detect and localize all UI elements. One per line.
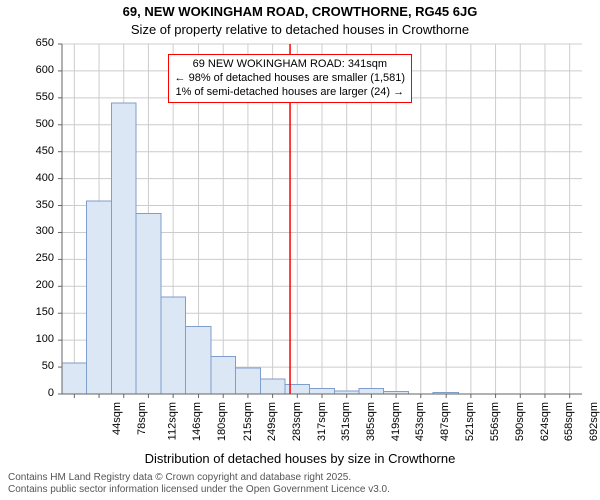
x-tick-label: 453sqm [415, 402, 427, 441]
x-tick-label: 521sqm [464, 402, 476, 441]
chart-title-line2: Size of property relative to detached ho… [0, 22, 600, 37]
x-tick-label: 658sqm [563, 402, 575, 441]
x-tick-label: 317sqm [316, 402, 328, 441]
annotation-line2: ← 98% of detached houses are smaller (1,… [175, 72, 406, 86]
x-tick-label: 112sqm [166, 402, 178, 440]
x-tick-label: 385sqm [365, 402, 377, 441]
annotation-box: 69 NEW WOKINGHAM ROAD: 341sqm ← 98% of d… [168, 54, 413, 103]
x-tick-label: 419sqm [390, 402, 402, 441]
y-tick-label: 600 [0, 64, 54, 76]
x-tick-label: 180sqm [216, 402, 228, 441]
y-tick-label: 150 [0, 306, 54, 318]
y-tick-label: 500 [0, 118, 54, 130]
footer: Contains HM Land Registry data © Crown c… [8, 472, 592, 496]
chart-container: 69, NEW WOKINGHAM ROAD, CROWTHORNE, RG45… [0, 0, 600, 500]
y-tick-label: 200 [0, 279, 54, 291]
bar [136, 214, 161, 394]
x-tick-label: 283sqm [291, 402, 303, 441]
x-tick-label: 146sqm [192, 402, 204, 441]
x-tick-label: 44sqm [111, 402, 123, 435]
chart-title-line1: 69, NEW WOKINGHAM ROAD, CROWTHORNE, RG45… [0, 4, 600, 19]
bar [62, 363, 87, 394]
x-tick-label: 215sqm [242, 402, 254, 441]
annotation-line3: 1% of semi-detached houses are larger (2… [175, 86, 406, 100]
bar [236, 368, 261, 394]
y-tick-label: 450 [0, 145, 54, 157]
x-tick-label: 624sqm [539, 402, 551, 441]
y-tick-label: 250 [0, 252, 54, 264]
y-tick-label: 0 [0, 387, 54, 399]
bar [111, 103, 136, 394]
y-tick-label: 400 [0, 172, 54, 184]
x-tick-label: 78sqm [136, 402, 148, 435]
bar [285, 384, 310, 394]
y-tick-label: 550 [0, 91, 54, 103]
bar [359, 389, 384, 394]
annotation-line1: 69 NEW WOKINGHAM ROAD: 341sqm [175, 58, 406, 72]
x-tick-label: 249sqm [266, 402, 278, 441]
y-tick-label: 650 [0, 37, 54, 49]
footer-line2: Contains public sector information licen… [8, 484, 592, 496]
x-tick-label: 692sqm [588, 402, 600, 441]
bar [161, 297, 186, 394]
y-tick-label: 350 [0, 199, 54, 211]
bar [310, 389, 335, 394]
footer-line1: Contains HM Land Registry data © Crown c… [8, 472, 592, 484]
bar [211, 356, 236, 394]
x-tick-label: 351sqm [340, 402, 352, 441]
bar [260, 379, 285, 394]
bar [185, 327, 210, 394]
y-tick-label: 50 [0, 360, 54, 372]
x-tick-label: 556sqm [489, 402, 501, 441]
y-tick-label: 300 [0, 225, 54, 237]
y-tick-label: 100 [0, 333, 54, 345]
x-axis-label: Distribution of detached houses by size … [0, 451, 600, 466]
x-tick-label: 487sqm [439, 402, 451, 441]
x-tick-label: 590sqm [514, 402, 526, 441]
bar [87, 201, 112, 394]
